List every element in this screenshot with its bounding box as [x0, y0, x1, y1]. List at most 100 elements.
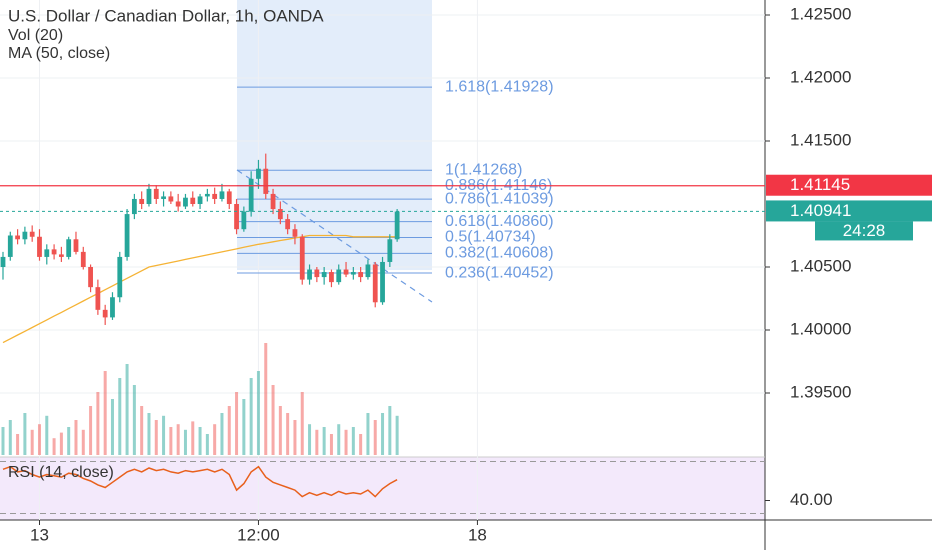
- candle-body: [226, 191, 232, 205]
- candle-body: [336, 269, 342, 283]
- candle-body: [387, 239, 393, 262]
- ma-label: MA (50, close): [8, 45, 110, 62]
- candle-body: [29, 231, 35, 237]
- candle-body: [197, 196, 203, 205]
- candle-body: [110, 297, 115, 318]
- candle-body: [204, 193, 210, 197]
- candle-body: [0, 256, 6, 268]
- candle-body: [372, 264, 378, 303]
- candle-body: [139, 198, 145, 205]
- y-tick-label: 1.42000: [790, 67, 851, 86]
- candle-body: [307, 269, 312, 280]
- candle-body: [321, 272, 327, 278]
- rsi-tick-label: 40.00: [790, 490, 833, 509]
- volume-bar: [191, 421, 195, 455]
- ma-line: [2, 234, 398, 344]
- volume-bar: [176, 424, 180, 455]
- volume-bar: [213, 424, 217, 455]
- candle-body: [102, 309, 108, 318]
- fib-zone: [237, 0, 432, 270]
- candle-body: [37, 236, 42, 257]
- fib-label: 1(1.41268): [445, 161, 522, 178]
- volume-bar: [37, 424, 41, 455]
- volume-bar: [169, 427, 173, 455]
- candle-body: [285, 219, 291, 230]
- volume-bar: [264, 343, 268, 455]
- volume-bar: [220, 413, 224, 455]
- x-tick-label: 12:00: [237, 525, 280, 544]
- volume-bar: [315, 429, 319, 455]
- volume-bar: [359, 434, 363, 455]
- volume-bar: [140, 406, 144, 455]
- candle-body: [15, 235, 20, 240]
- candle-body: [241, 211, 247, 230]
- fib-label: 0.5(1.40734): [445, 229, 536, 246]
- candle-body: [88, 267, 93, 288]
- volume-bar: [147, 413, 151, 455]
- volume-bar: [162, 415, 166, 455]
- volume-bar: [388, 406, 392, 455]
- y-tick-label: 1.41500: [790, 130, 851, 149]
- candle-body: [44, 249, 50, 257]
- volume-label: Vol (20): [8, 27, 63, 44]
- volume-bar: [8, 420, 12, 455]
- alert-price-box: [766, 174, 932, 196]
- candle-body: [358, 272, 364, 278]
- volume-bar: [118, 378, 122, 455]
- volume-bar: [300, 392, 304, 455]
- volume-bar: [74, 420, 78, 455]
- volume-bar: [16, 434, 20, 455]
- volume-bar: [183, 429, 187, 455]
- x-tick-label: 18: [468, 525, 487, 544]
- volume-bar: [249, 378, 253, 455]
- candle-body: [212, 193, 218, 199]
- candle-body: [234, 204, 239, 230]
- candle-body: [343, 269, 349, 275]
- candle-body: [124, 214, 130, 257]
- candle-body: [22, 231, 28, 240]
- volume-bar: [395, 415, 399, 455]
- chart-title: U.S. Dollar / Canadian Dollar, 1h, OANDA: [8, 6, 324, 25]
- volume-bar: [235, 392, 239, 455]
- candle-body: [277, 209, 283, 220]
- candle-body: [95, 287, 101, 310]
- volume-bar: [337, 424, 341, 455]
- candle-body: [292, 229, 298, 237]
- volume-bar: [227, 406, 231, 455]
- volume-bar: [52, 438, 56, 455]
- volume-bar: [351, 427, 355, 455]
- last-price-box: [766, 200, 932, 222]
- volume-bar: [1, 427, 5, 455]
- candle-body: [219, 191, 225, 199]
- volume-bar: [293, 420, 297, 455]
- volume-bar: [329, 434, 333, 455]
- volume-bar: [67, 427, 71, 455]
- volume-bar: [30, 429, 34, 455]
- volume-bar: [242, 399, 246, 455]
- candle-body: [66, 239, 72, 257]
- candle-body: [58, 254, 64, 257]
- rsi-label: RSI (14, close): [8, 464, 114, 481]
- volume-bar: [23, 413, 27, 455]
- y-tick-label: 1.40500: [790, 256, 851, 275]
- volume-bar: [278, 406, 282, 455]
- last-price-label: 1.40941: [790, 201, 851, 220]
- volume-bar: [59, 432, 63, 455]
- candle-body: [73, 239, 79, 252]
- volume-bar: [322, 427, 326, 455]
- candle-body: [270, 193, 276, 210]
- fib-label: 0.786(1.41039): [445, 190, 554, 207]
- countdown-box: [815, 221, 913, 241]
- x-tick-label: 13: [30, 525, 49, 544]
- volume-bar: [286, 413, 290, 455]
- countdown-label: 24:28: [843, 221, 886, 240]
- volume-bar: [110, 399, 114, 455]
- candle-body: [350, 272, 356, 275]
- candle-body: [365, 264, 371, 278]
- fib-label: 1.618(1.41928): [445, 78, 554, 95]
- y-tick-label: 1.40000: [790, 319, 851, 338]
- candle-body: [80, 251, 86, 268]
- candle-body: [248, 178, 254, 212]
- volume-bar: [132, 385, 136, 455]
